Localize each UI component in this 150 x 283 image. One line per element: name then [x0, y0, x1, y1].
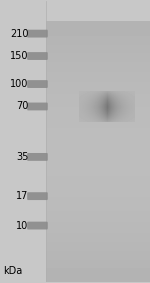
Text: 70: 70	[16, 102, 29, 112]
FancyBboxPatch shape	[27, 153, 48, 161]
Text: 150: 150	[10, 51, 29, 61]
FancyBboxPatch shape	[27, 102, 48, 110]
Text: 35: 35	[16, 152, 29, 162]
FancyBboxPatch shape	[27, 52, 48, 60]
Text: 210: 210	[10, 29, 29, 38]
FancyBboxPatch shape	[27, 192, 48, 200]
FancyBboxPatch shape	[27, 30, 48, 38]
Text: kDa: kDa	[3, 266, 22, 276]
FancyBboxPatch shape	[46, 21, 149, 265]
Text: 17: 17	[16, 191, 29, 201]
Text: 100: 100	[10, 79, 29, 89]
Text: 10: 10	[16, 220, 29, 231]
FancyBboxPatch shape	[27, 80, 48, 88]
FancyBboxPatch shape	[27, 222, 48, 230]
